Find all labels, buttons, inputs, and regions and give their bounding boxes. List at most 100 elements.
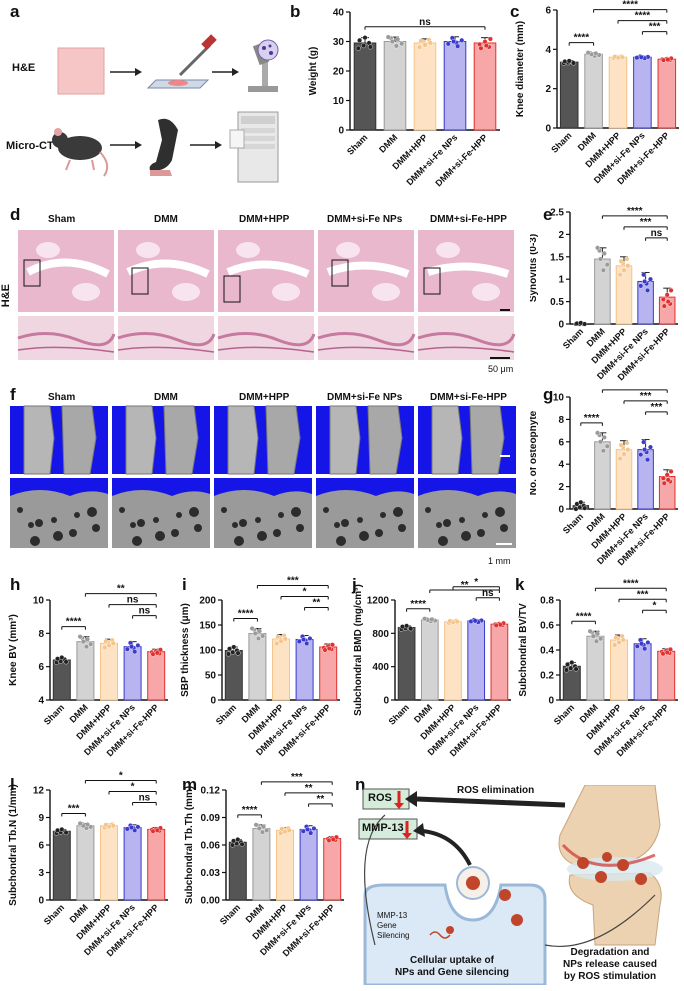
data-point xyxy=(110,823,116,829)
data-point xyxy=(593,50,599,56)
y-tick-label: 0 xyxy=(558,320,564,331)
x-tick-label: DMM xyxy=(377,132,399,154)
sig-label: **** xyxy=(623,578,639,589)
panel-label-h: h xyxy=(10,575,21,594)
he-synovium xyxy=(117,346,215,353)
he-cartilage xyxy=(426,262,510,278)
data-point xyxy=(301,636,307,642)
data-point xyxy=(124,646,130,652)
panel-label-i: i xyxy=(182,575,187,594)
ct-pore xyxy=(35,519,43,527)
data-point xyxy=(102,644,108,650)
data-point xyxy=(357,37,363,43)
data-point xyxy=(638,452,644,458)
bar xyxy=(248,633,267,701)
data-point xyxy=(274,640,280,646)
data-point xyxy=(110,640,116,646)
data-point xyxy=(624,256,630,262)
data-point xyxy=(645,287,651,293)
data-point xyxy=(395,36,401,42)
ct-bone xyxy=(125,405,157,475)
he-marrow xyxy=(172,283,200,301)
ct-pore xyxy=(232,522,238,528)
data-point xyxy=(568,665,574,671)
data-point xyxy=(429,616,435,622)
x-tick-label: DMM+si-Fe NPs xyxy=(404,132,459,187)
y-axis-label: Synovitis (0-3) xyxy=(530,234,539,302)
bar xyxy=(586,635,605,701)
data-point xyxy=(600,267,606,273)
data-point xyxy=(235,650,241,656)
ct-pore xyxy=(375,529,383,537)
y-tick-label: 10 xyxy=(33,596,45,607)
y-tick-label: 100 xyxy=(199,646,216,657)
panel-a-schematic: H&E Micro-CT xyxy=(0,20,290,205)
y-tick-label: 3 xyxy=(38,868,44,879)
data-point xyxy=(235,836,241,842)
data-point xyxy=(362,35,368,41)
ct-pore xyxy=(176,512,182,518)
data-point xyxy=(642,646,648,652)
data-point xyxy=(227,646,233,652)
ct-subchondral xyxy=(214,490,312,548)
data-point xyxy=(601,250,607,256)
data-point xyxy=(660,651,666,657)
microct-scanner-icon xyxy=(229,111,279,183)
he-group-label-1: DMM xyxy=(154,214,178,225)
data-point xyxy=(257,628,263,634)
y-tick-label: 0.06 xyxy=(201,841,221,852)
data-point xyxy=(617,456,623,462)
x-tick-label: Sham xyxy=(42,702,66,726)
data-point xyxy=(85,636,91,642)
ct-pore xyxy=(291,507,301,517)
data-point xyxy=(472,618,478,624)
he-synovium xyxy=(17,346,115,353)
y-axis-label: SBP thickness (μm) xyxy=(180,603,191,697)
data-point xyxy=(261,824,267,830)
data-point xyxy=(641,272,647,278)
y-tick-label: 0.8 xyxy=(540,596,554,607)
y-tick-label: 0.4 xyxy=(540,646,554,657)
ct-pore xyxy=(443,519,451,527)
bar xyxy=(76,641,95,701)
x-tick-label: Sham xyxy=(387,702,411,726)
data-point xyxy=(129,644,135,650)
data-point xyxy=(399,624,405,630)
bar xyxy=(657,650,676,701)
he-scale-label: 50 μm xyxy=(488,364,514,374)
he-cartilage xyxy=(126,259,210,278)
chart-m-subchondral-tbth: 0.00 0.03 0.06 0.09 0.12 Subchondral Tb.Th (m… xyxy=(184,772,344,958)
y-tick-label: 0.12 xyxy=(201,786,221,797)
panel-label-f: f xyxy=(10,385,16,404)
data-point xyxy=(661,57,667,63)
sig-label: **** xyxy=(410,599,426,610)
ct-pore xyxy=(393,507,403,517)
ct-pore xyxy=(438,536,448,546)
panel-label-g: g xyxy=(543,385,554,404)
he-synovium xyxy=(217,346,315,353)
ct-bone xyxy=(227,405,259,475)
data-point xyxy=(468,618,474,624)
bar xyxy=(633,56,652,129)
bar xyxy=(353,42,377,131)
he-marrow xyxy=(436,242,460,258)
bar xyxy=(76,825,95,901)
y-tick-label: 0.00 xyxy=(201,896,221,907)
data-point xyxy=(483,43,489,49)
he-inset-box xyxy=(23,259,41,287)
ct-bone xyxy=(23,405,55,475)
data-point xyxy=(566,58,572,64)
sig-label: **** xyxy=(584,413,600,424)
bar xyxy=(52,830,71,901)
ros-elimination-label: ROS elimination xyxy=(457,785,535,796)
data-point xyxy=(447,618,453,624)
bar xyxy=(444,621,462,701)
data-point xyxy=(563,667,569,673)
data-point xyxy=(275,634,281,640)
data-point xyxy=(582,505,588,511)
data-point xyxy=(595,430,601,436)
panel-d-he-images: H&E Sham DMM DMM+HPP DMM+si-Fe NPs DMM+s… xyxy=(0,212,530,382)
